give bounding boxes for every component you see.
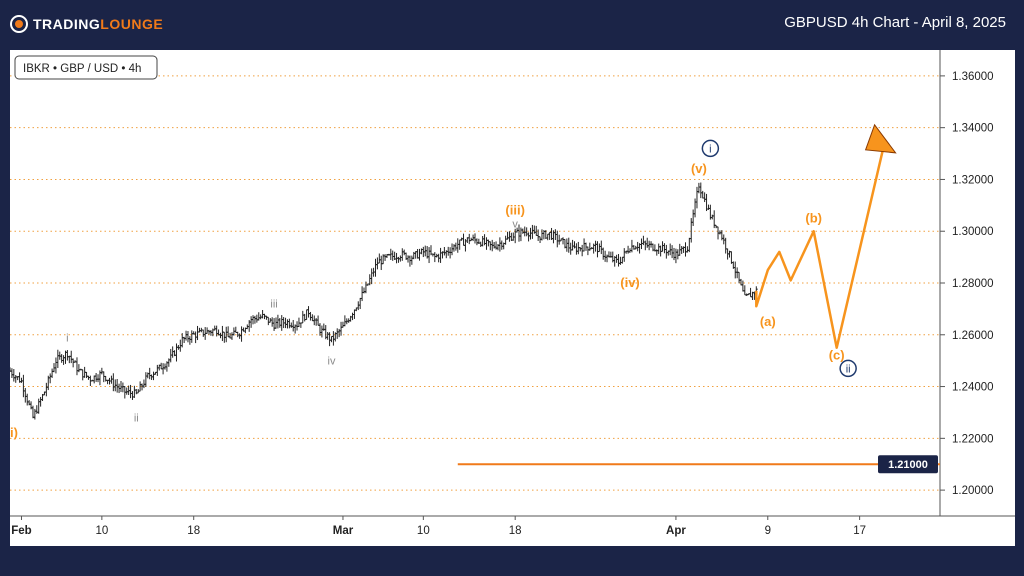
y-tick-label: 1.26000 — [952, 330, 994, 342]
wave-label: v — [512, 218, 518, 230]
projection-arrowhead — [864, 123, 897, 154]
price-chart[interactable]: 1.20000 1.22000 1.24000 1.26000 1.28000 1.300… — [2, 50, 1015, 546]
wave-circle-marker — [701, 139, 720, 158]
x-tick-label: Feb — [11, 525, 31, 537]
x-tick-label: 9 — [765, 525, 771, 537]
symbol-legend-text: IBKR • GBP / USD • 4h — [23, 63, 141, 75]
wave-label: (iii) — [505, 203, 525, 218]
grid-layer — [10, 75, 940, 491]
wave-label: (iv) — [620, 275, 640, 290]
chart-title: GBPUSD 4h Chart - April 8, 2025 — [784, 14, 1006, 31]
projection-path — [755, 150, 884, 349]
wave-label: iv — [328, 356, 336, 368]
wave-label: (v) — [691, 161, 707, 176]
wave-circle-marker — [839, 359, 857, 378]
wave-label: (c) — [829, 347, 845, 362]
y-tick-label: 1.34000 — [952, 123, 994, 135]
wave-label: (b) — [805, 210, 822, 225]
symbol-legend-box — [14, 55, 158, 80]
y-tick-label: 1.28000 — [952, 278, 994, 290]
x-tick-label: Mar — [333, 525, 354, 537]
y-tick-label: 1.32000 — [952, 174, 994, 186]
y-tick-label: 1.36000 — [952, 71, 994, 83]
axes-layer: 1.20000 1.22000 1.24000 1.26000 1.28000 1.300… — [10, 50, 1015, 537]
wave-label: ii — [846, 363, 851, 375]
x-tick-label: Apr — [666, 525, 686, 537]
wave-label: i — [66, 332, 68, 344]
y-tick-label: 1.24000 — [952, 382, 994, 394]
logo-text: TRADINGLOUNGE — [33, 16, 163, 32]
wave-label: i — [709, 143, 711, 155]
candles-layer — [8, 182, 758, 420]
level-tag-box — [878, 455, 938, 474]
projection-layer: 1.21000 — [457, 123, 940, 474]
x-tick-label: 18 — [509, 525, 522, 537]
wave-label: ii — [134, 413, 139, 425]
logo-icon — [10, 15, 28, 33]
y-tick-label: 1.30000 — [952, 226, 994, 238]
y-tick-label: 1.20000 — [952, 485, 994, 497]
header: TRADINGLOUNGE GBPUSD 4h Chart - April 8,… — [0, 0, 1024, 48]
logo-text-main: TRADING — [33, 16, 101, 32]
symbol-legend: IBKR • GBP / USD • 4h — [14, 55, 158, 80]
tradinglounge-logo: TRADINGLOUNGE — [10, 13, 163, 35]
wave-label: iii — [270, 299, 277, 311]
y-tick-label: 1.22000 — [952, 433, 994, 445]
logo-text-accent: LOUNGE — [100, 16, 164, 32]
x-tick-label: 17 — [853, 525, 866, 537]
x-tick-label: 10 — [95, 525, 108, 537]
chart-frame: 1.20000 1.22000 1.24000 1.26000 1.28000 1.300… — [2, 50, 1015, 546]
wave-label: (a) — [760, 314, 776, 329]
wave-label: (ii) — [10, 425, 18, 440]
level-tag-label: 1.21000 — [888, 459, 928, 471]
x-tick-label: 18 — [187, 525, 200, 537]
x-tick-label: 10 — [417, 525, 430, 537]
